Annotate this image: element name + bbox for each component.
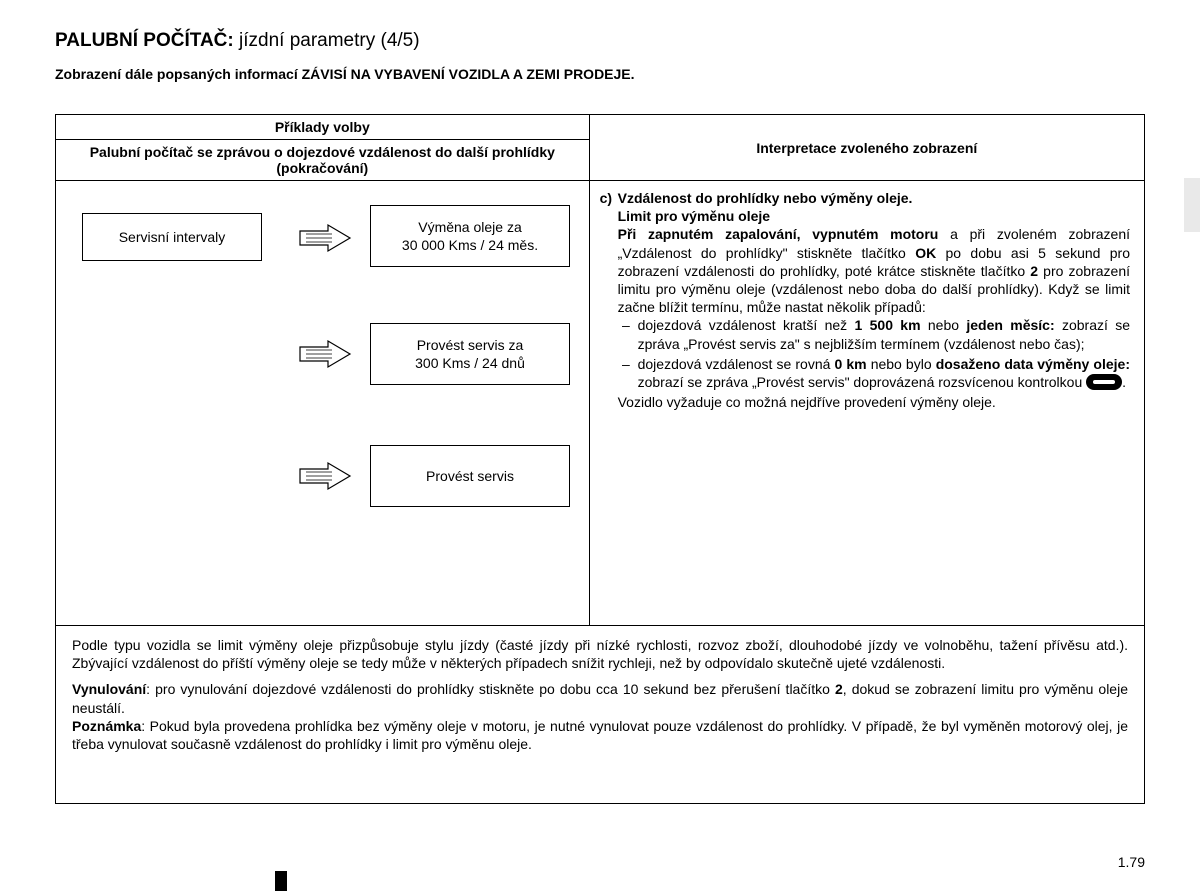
b1-d: jeden měsíc: [966,317,1054,333]
list-marker-c: c) [600,189,618,411]
bullet-1: dojezdová vzdálenost kratší než 1 500 km… [638,316,1130,352]
box-r1-line2: 30 000 Kms / 24 měs. [402,236,538,254]
f2-2: 2 [835,681,843,697]
title-rest: jízdní parametry (4/5) [234,30,420,51]
f2-b: : pro vynulování dojezdové vzdálenosti d… [146,681,835,697]
interp-line2: Limit pro výměnu oleje [618,208,770,224]
p1-a: Při zapnutém zapalování, vypnutém motoru [618,226,939,242]
b1-b: 1 500 km [855,317,921,333]
interp-last: Vozidlo vyžaduje co možná nejdříve prove… [618,393,1130,411]
header-left: Příklady volby [56,115,590,140]
f3-a: Poznámka [72,718,141,734]
b2-f: . [1122,374,1126,390]
b1-a: dojezdová vzdálenost kratší než [638,317,855,333]
footer-cell: Podle typu vozidla se limit výměny oleje… [56,626,1145,804]
page-subtitle: Zobrazení dále popsaných informací ZÁVIS… [55,66,1145,82]
diagram-cell: Servisní intervaly Výměna oleje za 30 00… [56,181,590,626]
arrow-icon [298,461,352,491]
title-bold: PALUBNÍ POČÍTAČ: [55,30,234,51]
p1-2: 2 [1030,263,1038,279]
diagram: Servisní intervaly Výměna oleje za 30 00… [70,195,575,535]
b2-e: zobrazí se zpráva „Provést servis" dopro… [638,374,1087,390]
subheader-left: Palubní počítač se zprávou o dojezdové v… [56,140,590,181]
box-service-intervals: Servisní intervaly [82,213,262,261]
arrow-icon [298,339,352,369]
box-oil-change: Výměna oleje za 30 000 Kms / 24 měs. [370,205,570,267]
interpretation-cell: c) Vzdálenost do prohlídky nebo výměny o… [589,181,1144,626]
page-number: 1.79 [1118,854,1145,870]
box-r2-line2: 300 Kms / 24 dnů [415,354,525,372]
box-service-now: Provést servis [370,445,570,507]
box-r1-line1: Výměna oleje za [418,218,522,236]
b2-a: dojezdová vzdálenost se rovná [638,356,835,372]
header-right: Interpretace zvoleného zobrazení [589,115,1144,181]
bullet-2: dojezdová vzdálenost se rovná 0 km nebo … [638,355,1130,391]
main-table: Příklady volby Interpretace zvoleného zo… [55,114,1145,804]
p1-ok: OK [915,245,936,261]
footer-p3: Poznámka: Pokud byla provedena prohlídka… [72,717,1128,753]
footer-p1: Podle typu vozidla se limit výměny oleje… [72,636,1128,672]
f3-b: : Pokud byla provedena prohlídka bez vým… [72,718,1128,752]
footer-p2: Vynulování: pro vynulování dojezdové vzd… [72,680,1128,716]
page-edge-tab [1184,178,1200,232]
wrench-icon [1086,374,1122,390]
interp-para1: Při zapnutém zapalování, vypnutém motoru… [618,225,1130,316]
b2-c: nebo bylo [867,356,936,372]
box-service-due: Provést servis za 300 Kms / 24 dnů [370,323,570,385]
page-title: PALUBNÍ POČÍTAČ: jízdní parametry (4/5) [55,30,1145,52]
arrow-icon [298,223,352,253]
b2-d: dosaženo data výměny oleje: [936,356,1130,372]
interp-line1: Vzdálenost do prohlídky nebo výměny olej… [618,190,913,206]
box-r2-line1: Provést servis za [417,336,524,354]
b2-b: 0 km [835,356,867,372]
interp-bullets: dojezdová vzdálenost kratší než 1 500 km… [618,316,1130,391]
f2-a: Vynulování [72,681,146,697]
bottom-tab-mark [275,871,287,891]
b1-c: nebo [921,317,967,333]
